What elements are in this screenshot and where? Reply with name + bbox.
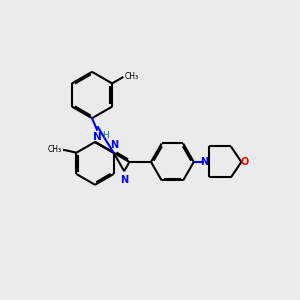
Text: N: N: [110, 140, 118, 150]
Text: H: H: [102, 131, 109, 140]
Text: O: O: [241, 157, 249, 167]
Text: CH₃: CH₃: [124, 72, 139, 81]
Text: N: N: [200, 157, 208, 167]
Text: CH₃: CH₃: [48, 145, 62, 154]
Text: N: N: [93, 132, 102, 142]
Text: N: N: [120, 175, 128, 185]
